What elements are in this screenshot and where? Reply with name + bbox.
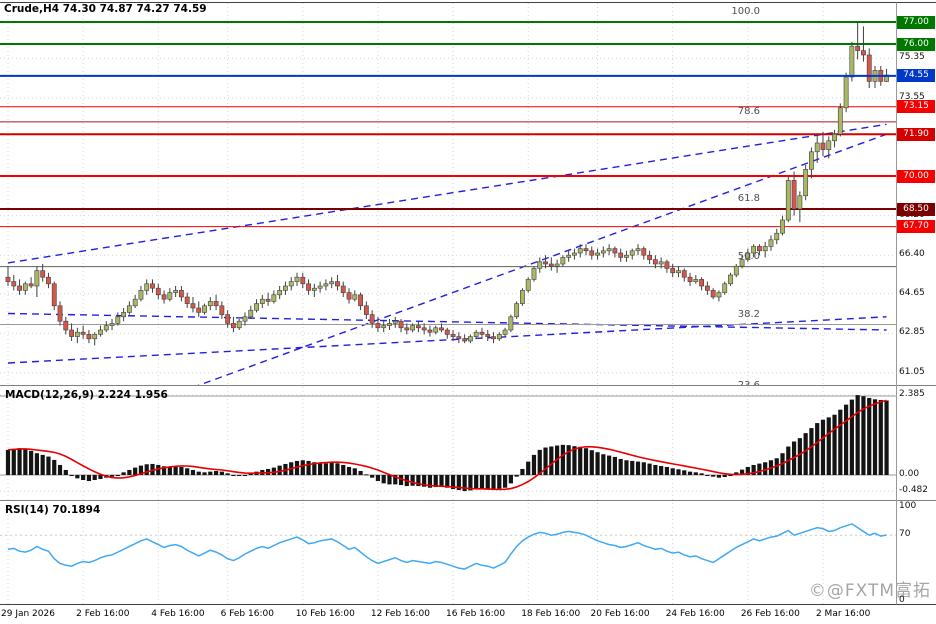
time-axis-label: 26 Feb 16:00	[740, 609, 800, 619]
candlesticks	[5, 22, 889, 346]
panel-borders	[0, 2, 936, 608]
time-axis-label: 18 Feb 16:00	[521, 609, 581, 619]
time-axis-label: 10 Feb 16:00	[295, 609, 355, 619]
macd-plot	[0, 394, 896, 492]
time-axis-label: 2 Feb 16:00	[76, 609, 130, 619]
time-axis-label: 16 Feb 16:00	[446, 609, 506, 619]
time-axis-label: 6 Feb 16:00	[220, 609, 274, 619]
time-axis-label: 24 Feb 16:00	[665, 609, 725, 619]
time-axis-label: 2 Mar 16:00	[815, 609, 871, 619]
time-axis-label: 4 Feb 16:00	[151, 609, 205, 619]
time-axis[interactable]: 29 Jan 2026 2 Feb 16:00 4 Feb 16:00 6 Feb 1…	[0, 605, 936, 624]
trendlines	[7, 123, 887, 385]
rsi-plot	[0, 523, 896, 570]
time-axis-label: 29 Jan 2026	[1, 609, 55, 619]
support-resistance-lines	[0, 21, 896, 397]
time-axis-label: 20 Feb 16:00	[590, 609, 650, 619]
time-axis-label: 12 Feb 16:00	[370, 609, 430, 619]
